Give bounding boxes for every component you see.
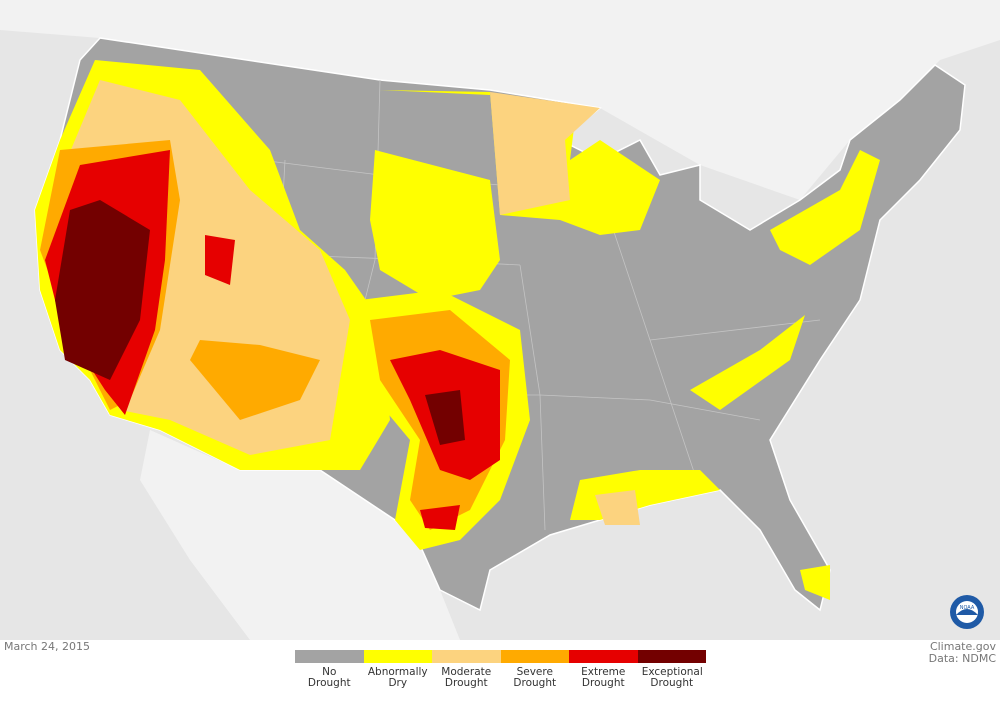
legend-item: Abnormally Dry [363, 650, 432, 689]
logo-text: NOAA [960, 605, 975, 611]
legend-item: Severe Drought [500, 650, 569, 689]
legend-item: Exceptional Drought [637, 650, 706, 689]
data-source: Data: NDMC [928, 652, 996, 665]
map: NOAA [0, 0, 1000, 640]
legend-swatch [432, 650, 501, 663]
legend-swatch [569, 650, 638, 663]
legend-swatch [500, 650, 569, 663]
canada [0, 0, 1000, 200]
legend-label: No Drought [307, 666, 351, 689]
legend-label: Abnormally Dry [367, 666, 428, 689]
legend-label: Exceptional Drought [641, 666, 703, 689]
noaa-logo: NOAA [950, 595, 984, 629]
drought-areas [35, 60, 880, 600]
legend-swatch [637, 650, 706, 663]
legend-label: Moderate Drought [441, 666, 492, 689]
map-date: March 24, 2015 [4, 640, 91, 653]
legend-label: Extreme Drought [581, 666, 626, 689]
mexico [140, 430, 460, 640]
credit: Climate.gov [929, 640, 996, 653]
legend-item: Extreme Drought [569, 650, 638, 689]
legend-label: Severe Drought [513, 666, 557, 689]
legend-swatch [295, 650, 364, 663]
legend-swatch [363, 650, 432, 663]
legend-item: Moderate Drought [432, 650, 501, 689]
legend: No Drought Abnormally Dry Moderate Drought… [295, 650, 706, 689]
legend-item: No Drought [295, 650, 364, 689]
